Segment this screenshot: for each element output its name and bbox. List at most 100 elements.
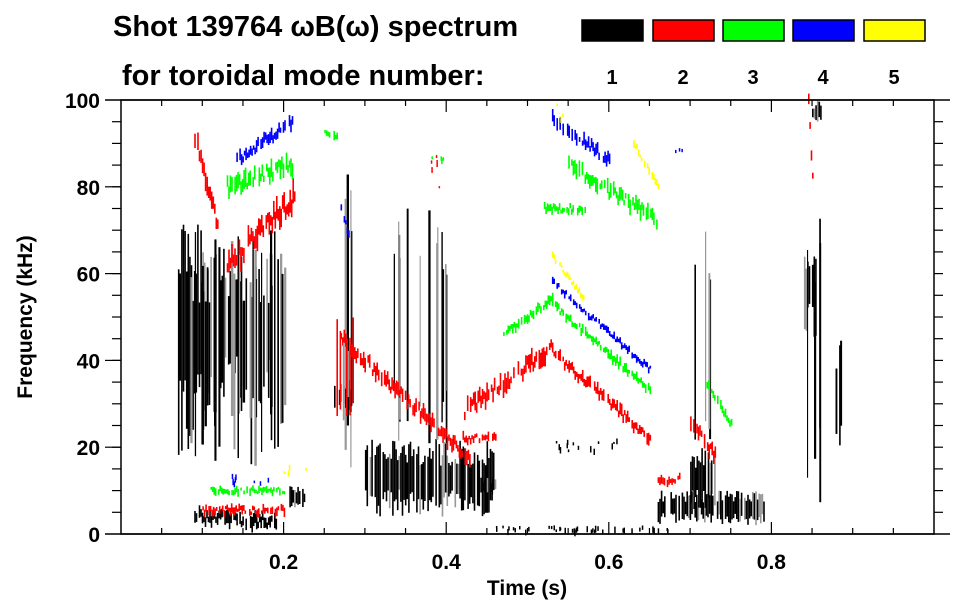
spectral-mark [622, 528, 624, 533]
spectral-mark [576, 208, 579, 216]
spectral-mark [212, 506, 215, 517]
spectral-mark [696, 423, 698, 434]
spectral-mark [545, 206, 547, 215]
spectral-mark [674, 479, 676, 484]
spectral-mark [428, 210, 431, 444]
spectral-mark [488, 458, 490, 513]
spectral-mark [564, 527, 566, 534]
spectral-mark [601, 323, 603, 327]
spectral-mark [243, 150, 246, 156]
spectral-mark [584, 310, 587, 316]
spectral-mark [200, 230, 202, 375]
spectral-mark [560, 289, 563, 295]
spectral-mark [542, 347, 545, 367]
spectral-mark [739, 498, 741, 522]
spectral-mark [268, 488, 271, 492]
spectral-mark [336, 132, 338, 140]
spectral-mark [652, 526, 654, 533]
spectral-mark [284, 267, 287, 406]
spectral-mark [202, 265, 204, 445]
spectral-mark [198, 505, 201, 518]
mode-2-chirp [226, 178, 296, 273]
spectral-mark [560, 118, 562, 123]
spectral-mark [753, 493, 756, 520]
spectral-mark [590, 336, 593, 342]
spectral-mark [551, 251, 554, 258]
spectral-mark [694, 467, 697, 498]
legend-swatch-mode-5 [863, 19, 926, 42]
spectral-mark [604, 346, 606, 353]
spectral-mark [245, 147, 247, 161]
spectral-mark [382, 452, 385, 500]
spectral-mark [288, 160, 291, 168]
spectral-mark [455, 440, 458, 449]
spectral-mark [189, 256, 191, 436]
spectral-mark [260, 139, 262, 149]
spectral-mark [578, 304, 581, 309]
spectral-mark [291, 163, 294, 180]
spectral-mark [560, 308, 563, 313]
spectral-mark [708, 493, 711, 514]
spectral-mark [608, 353, 611, 360]
spectral-mark [611, 355, 614, 365]
spectral-mark [703, 434, 706, 449]
spectral-mark [578, 287, 581, 293]
spectral-mark [288, 464, 291, 471]
spectral-mark [262, 486, 265, 493]
spectral-mark [336, 319, 338, 416]
spectral-mark [267, 212, 269, 223]
spectral-mark [551, 343, 554, 353]
spectral-mark [712, 495, 714, 516]
spectral-mark [249, 234, 251, 245]
spectral-mark [714, 446, 717, 458]
spectral-mark [276, 128, 279, 139]
spectral-mark [430, 160, 433, 164]
spectral-mark [645, 207, 648, 221]
spectral-mark [401, 388, 404, 402]
spectral-mark [594, 529, 596, 534]
spectral-mark [419, 255, 421, 407]
spectral-mark [467, 464, 469, 509]
mode-4-dots [231, 473, 270, 488]
spectral-mark [617, 410, 620, 418]
spectral-mark [568, 315, 570, 322]
spectral-mark [701, 448, 703, 509]
spectral-mark [508, 378, 511, 389]
spectral-mark [814, 282, 817, 459]
spectral-mark [580, 373, 582, 381]
spectral-mark [441, 455, 444, 517]
spectral-mark [263, 517, 265, 528]
spectral-mark [750, 501, 752, 517]
spectral-mark [264, 517, 267, 528]
spectral-mark [577, 288, 579, 294]
spectral-mark [343, 216, 346, 223]
spectral-mark [235, 255, 238, 266]
spectral-mark [567, 208, 570, 216]
spectral-mark [579, 205, 582, 212]
spectral-mark [324, 129, 326, 134]
spectral-mark [684, 501, 687, 515]
spectral-mark [229, 175, 232, 193]
spectral-mark [431, 156, 433, 160]
spectral-mark [675, 149, 677, 154]
spectral-mark [758, 493, 760, 517]
mode-5-chirp [551, 251, 585, 301]
spectral-mark [431, 412, 434, 427]
spectral-mark [444, 443, 447, 493]
spectral-mark [528, 526, 530, 532]
spectral-mark [214, 203, 216, 214]
spectral-mark [471, 399, 473, 406]
spectral-mark [529, 310, 532, 316]
spectral-mark [273, 487, 275, 492]
spectral-mark [618, 187, 621, 201]
spectral-mark [573, 528, 576, 535]
spectral-mark [732, 501, 735, 519]
spectral-mark [255, 229, 257, 249]
spectral-mark [250, 487, 253, 491]
spectral-mark [575, 527, 578, 533]
spectral-mark [371, 369, 374, 376]
spectral-mark [613, 355, 615, 362]
spectral-mark [419, 465, 421, 515]
spectral-mark [597, 441, 600, 444]
spectral-mark [393, 253, 395, 390]
